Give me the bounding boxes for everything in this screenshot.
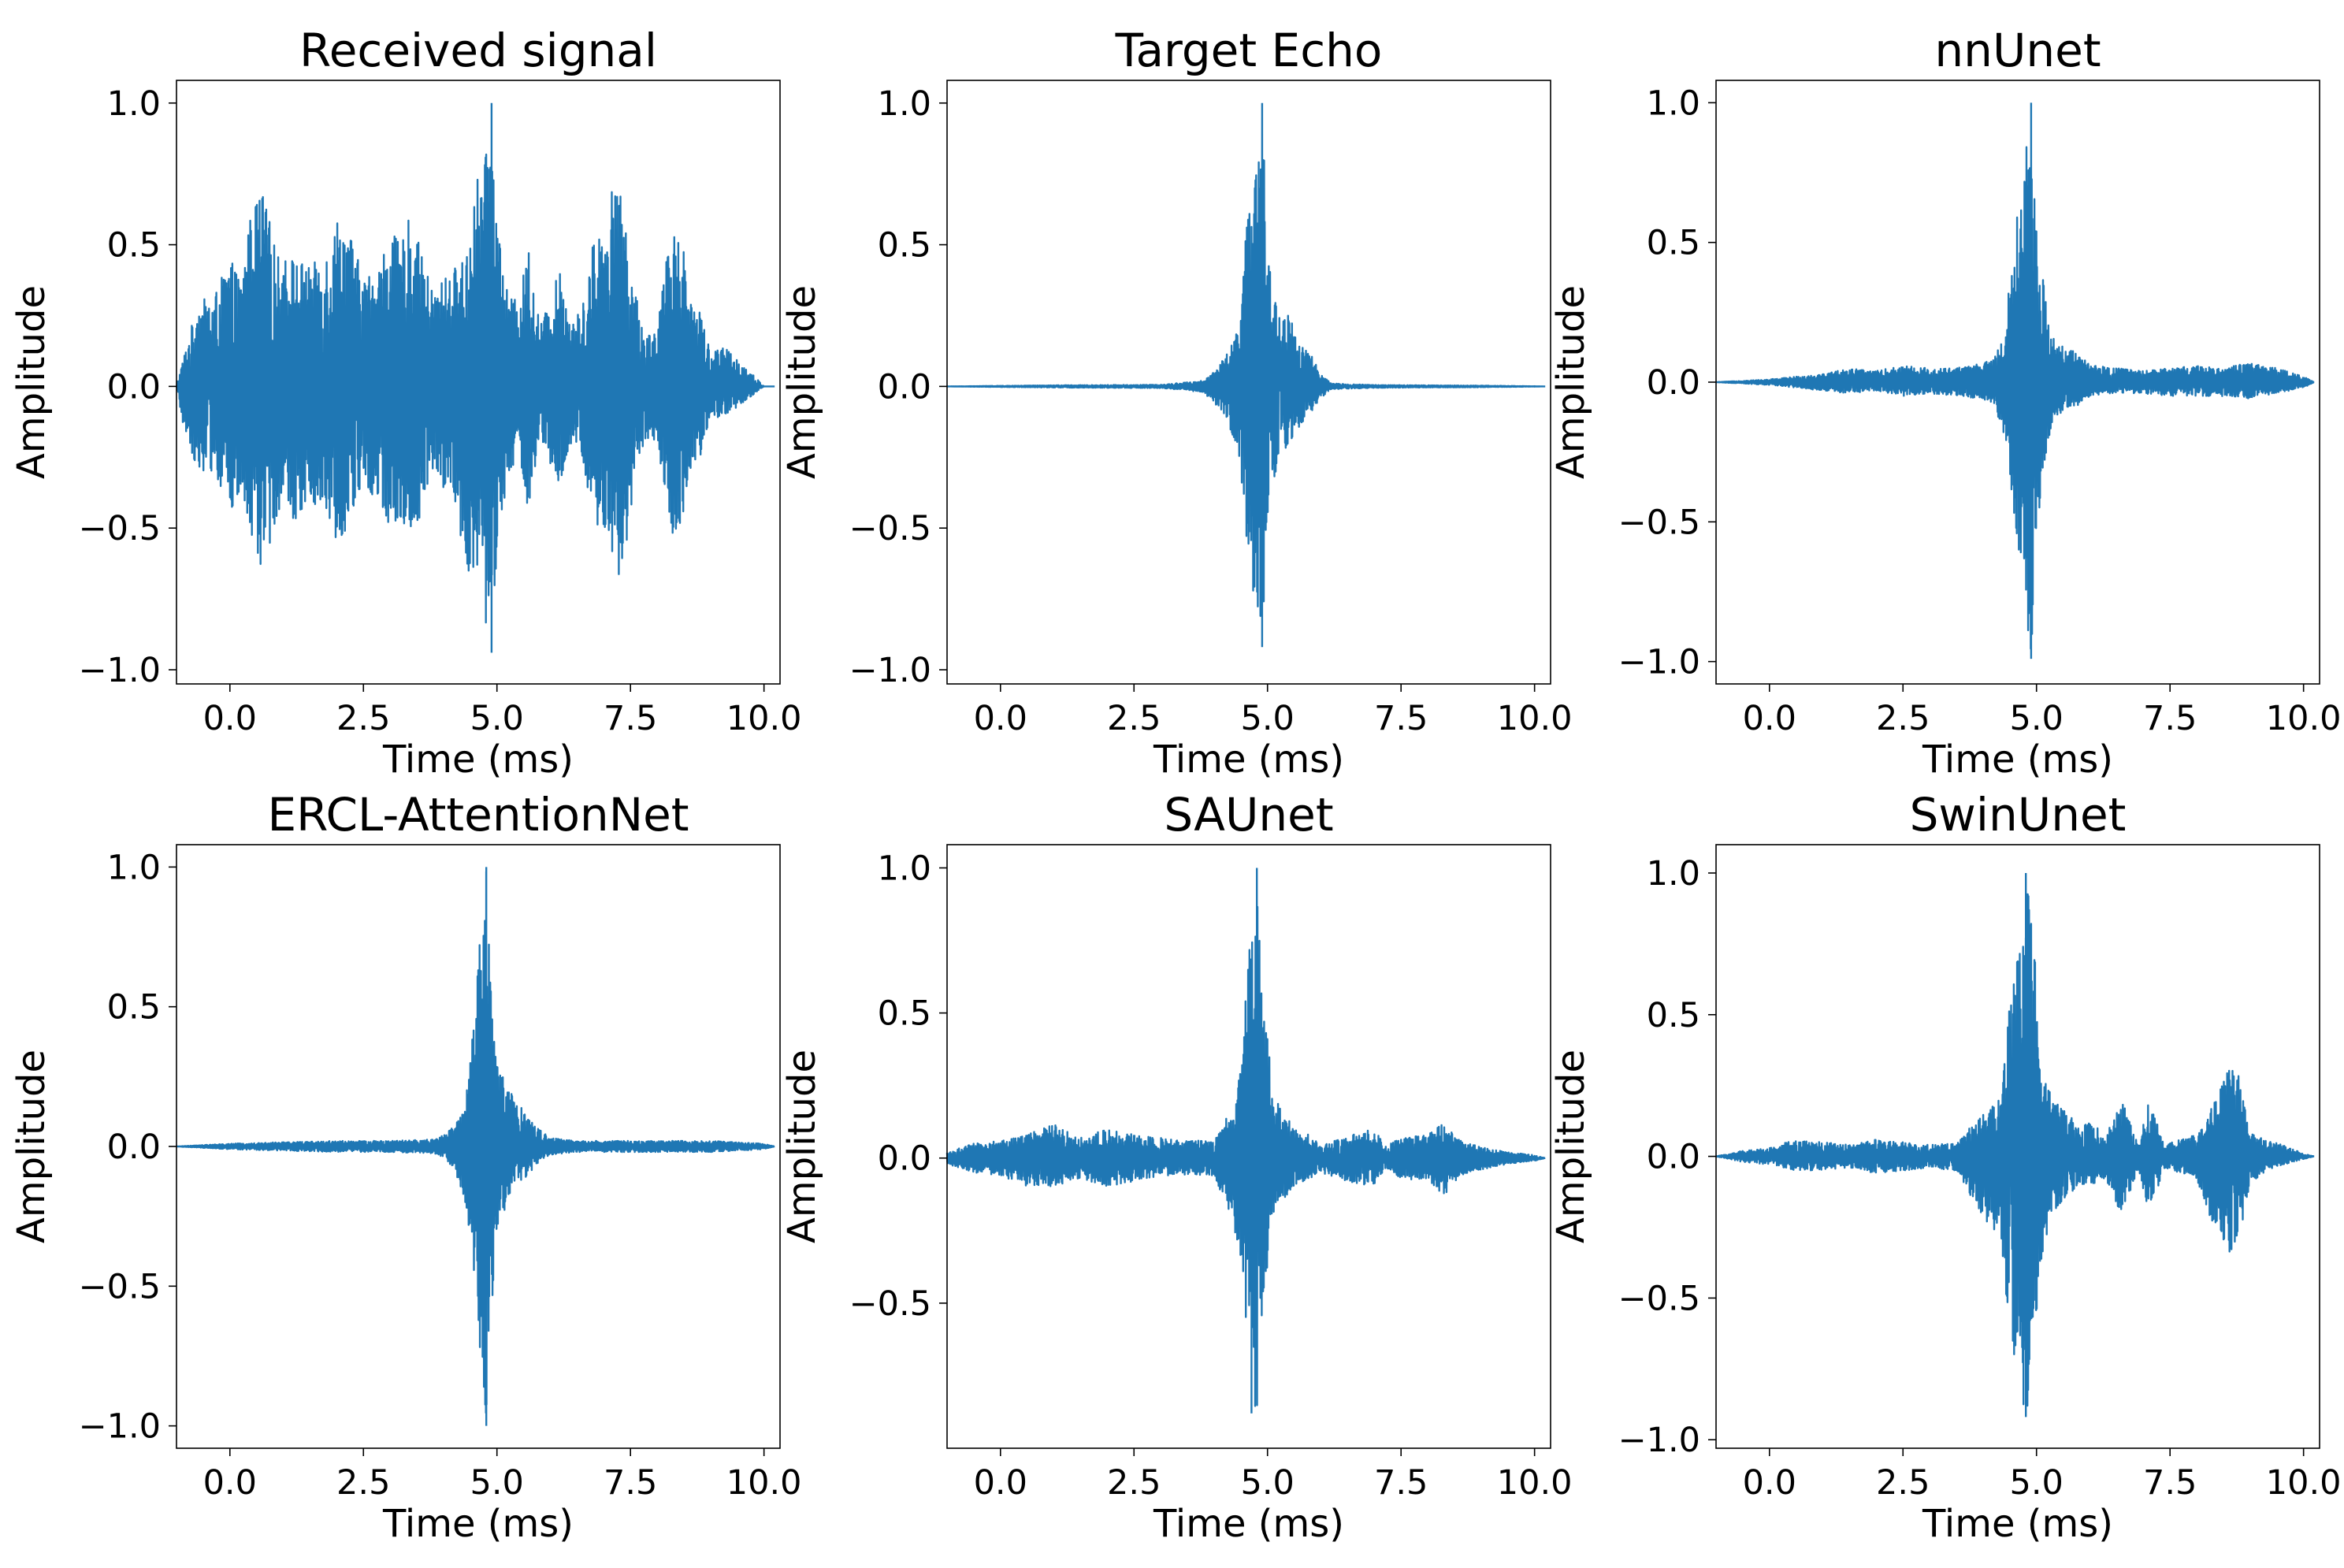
x-axis-label: Time (ms) xyxy=(1153,738,1344,782)
x-tick-label: 10.0 xyxy=(726,699,802,738)
chart-title: SwinUnet xyxy=(1910,788,2127,842)
y-tick-label: 0.5 xyxy=(107,226,161,266)
chart-title: Received signal xyxy=(299,24,657,77)
series-line xyxy=(1715,873,2315,1418)
x-tick-label: 2.5 xyxy=(1876,699,1930,738)
x-tick-label: 2.5 xyxy=(336,699,390,738)
x-tick-label: 5.0 xyxy=(1241,699,1295,738)
y-tick-label: −1.0 xyxy=(1618,1421,1700,1460)
series-line xyxy=(945,868,1546,1414)
y-tick-label: 1.0 xyxy=(1647,854,1700,894)
y-tick-label: −1.0 xyxy=(79,651,161,690)
x-tick-label: 5.0 xyxy=(470,1463,524,1503)
axes-frame xyxy=(946,844,1551,1449)
series-line xyxy=(946,102,1546,648)
y-tick-label: 0.5 xyxy=(878,994,931,1034)
x-tick-label: 0.0 xyxy=(203,1463,257,1503)
y-tick-label: −0.5 xyxy=(79,509,161,548)
y-tick-label: 0.0 xyxy=(878,1139,931,1179)
x-tick-label: 0.0 xyxy=(974,1463,1027,1503)
series-line xyxy=(175,102,775,653)
x-tick-label: 10.0 xyxy=(1497,1463,1573,1503)
x-axis-label: Time (ms) xyxy=(382,1502,574,1546)
axes-frame xyxy=(176,80,781,685)
y-tick-label: 0.0 xyxy=(107,1128,161,1167)
x-axis-label: Time (ms) xyxy=(1922,1502,2113,1546)
chart-title: ERCL-AttentionNet xyxy=(268,788,689,842)
y-tick-label: 0.0 xyxy=(1647,363,1700,403)
x-tick-label: 5.0 xyxy=(1241,1463,1295,1503)
x-tick-label: 5.0 xyxy=(2010,1463,2064,1503)
y-axis-label: Amplitude xyxy=(9,285,54,479)
y-tick-label: 0.0 xyxy=(107,367,161,407)
y-tick-label: 1.0 xyxy=(107,848,161,887)
x-axis-label: Time (ms) xyxy=(1922,738,2113,782)
y-tick-label: 0.5 xyxy=(1647,224,1700,263)
x-axis-label: Time (ms) xyxy=(382,738,574,782)
chart-panel-6: 0.0 2.5 5.0 7.5 10.0 −1.0 −0.5 0.0 0.5 1.0 SwinUne… xyxy=(1549,788,2342,1546)
chart-panel-5: 0.0 2.5 5.0 7.5 10.0 −0.5 0.0 0.5 1.0 SAUnet Time … xyxy=(780,788,1573,1546)
y-tick-label: 0.0 xyxy=(878,367,931,407)
y-tick-label: −0.5 xyxy=(79,1267,161,1306)
x-tick-label: 2.5 xyxy=(1107,1463,1161,1503)
x-tick-label: 0.0 xyxy=(1743,1463,1796,1503)
y-axis-label: Amplitude xyxy=(1549,1050,1593,1243)
x-tick-label: 7.5 xyxy=(1374,1463,1428,1503)
x-tick-label: 5.0 xyxy=(2010,699,2064,738)
y-tick-label: 1.0 xyxy=(1647,84,1700,123)
y-tick-label: 1.0 xyxy=(878,84,931,124)
chart-panel-1: 0.0 2.5 5.0 7.5 10.0 −1.0 −0.5 0.0 0.5 1.0 Receive… xyxy=(9,24,802,782)
y-tick-label: 0.5 xyxy=(1647,996,1700,1035)
x-tick-label: 10.0 xyxy=(1497,699,1573,738)
series-line xyxy=(1715,102,2315,660)
chart-title: nnUnet xyxy=(1934,24,2101,77)
chart-panel-3: 0.0 2.5 5.0 7.5 10.0 −1.0 −0.5 0.0 0.5 1.0 nnUnet T… xyxy=(1549,24,2342,782)
chart-title: Target Echo xyxy=(1115,24,1383,77)
x-tick-label: 2.5 xyxy=(1876,1463,1930,1503)
axes-frame xyxy=(1715,844,2320,1449)
x-tick-label: 2.5 xyxy=(1107,699,1161,738)
y-tick-label: 0.5 xyxy=(107,988,161,1027)
series-line xyxy=(176,867,775,1426)
x-axis-label: Time (ms) xyxy=(1153,1502,1344,1546)
y-tick-label: −0.5 xyxy=(1618,503,1700,542)
y-tick-label: −1.0 xyxy=(849,651,931,690)
y-tick-label: −1.0 xyxy=(1618,643,1700,682)
y-tick-label: −1.0 xyxy=(79,1407,161,1447)
x-tick-label: 5.0 xyxy=(470,699,524,738)
y-tick-label: 1.0 xyxy=(878,849,931,888)
x-tick-label: 7.5 xyxy=(2143,699,2197,738)
chart-title: SAUnet xyxy=(1164,788,1333,842)
x-tick-label: 0.0 xyxy=(1743,699,1796,738)
chart-panel-4: 0.0 2.5 5.0 7.5 10.0 −1.0 −0.5 0.0 0.5 1.0 ERCL-At… xyxy=(9,788,802,1546)
x-tick-label: 0.0 xyxy=(974,699,1027,738)
x-tick-label: 10.0 xyxy=(726,1463,802,1503)
y-axis-label: Amplitude xyxy=(9,1050,54,1243)
x-tick-label: 7.5 xyxy=(604,699,657,738)
x-tick-label: 7.5 xyxy=(604,1463,657,1503)
y-axis-label: Amplitude xyxy=(780,1050,824,1243)
x-tick-label: 7.5 xyxy=(2143,1463,2197,1503)
y-tick-label: −0.5 xyxy=(1618,1279,1700,1318)
chart-panel-2: 0.0 2.5 5.0 7.5 10.0 −1.0 −0.5 0.0 0.5 1.0 Target … xyxy=(780,24,1573,782)
x-tick-label: 10.0 xyxy=(2266,1463,2342,1503)
y-tick-label: 1.0 xyxy=(107,84,161,124)
x-tick-label: 2.5 xyxy=(336,1463,390,1503)
axes-frame xyxy=(946,80,1551,685)
y-tick-label: −0.5 xyxy=(849,1284,931,1324)
x-tick-label: 7.5 xyxy=(1374,699,1428,738)
x-tick-label: 0.0 xyxy=(203,699,257,738)
y-tick-label: 0.0 xyxy=(1647,1138,1700,1177)
y-axis-label: Amplitude xyxy=(1549,285,1593,479)
y-tick-label: −0.5 xyxy=(849,509,931,548)
y-axis-label: Amplitude xyxy=(780,285,824,479)
x-tick-label: 10.0 xyxy=(2266,699,2342,738)
y-tick-label: 0.5 xyxy=(878,226,931,266)
